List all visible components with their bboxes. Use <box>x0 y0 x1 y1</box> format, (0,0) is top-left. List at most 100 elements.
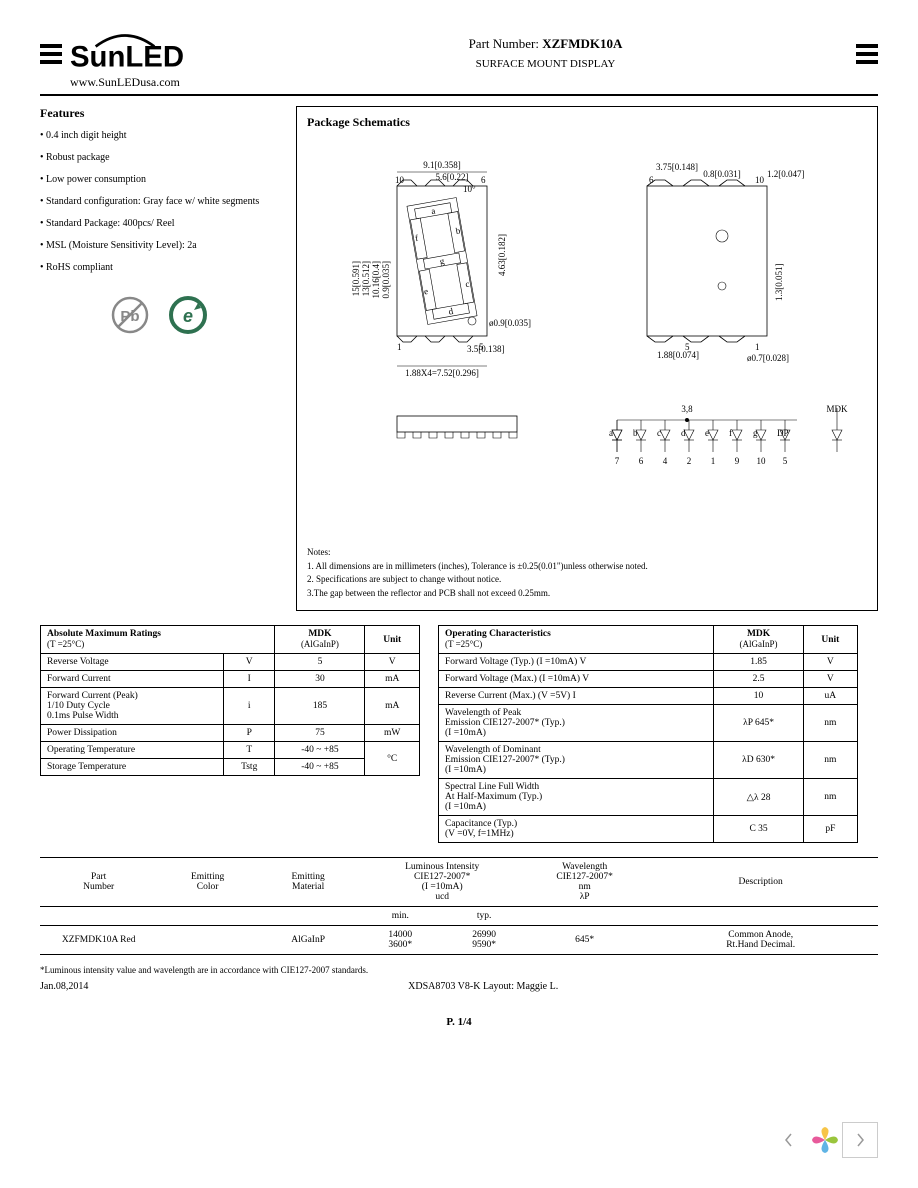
schematic: Package Schematics <box>296 106 878 611</box>
header: SunLED www.SunLEDusa.com Part Number: XZ… <box>40 30 878 96</box>
svg-text:10: 10 <box>757 456 767 466</box>
note-1: 2. Specifications are subject to change … <box>307 573 867 587</box>
feature-6: RoHS compliant <box>46 262 113 273</box>
svg-text:1: 1 <box>755 342 760 352</box>
part-number: XZFMDK10A <box>542 36 622 51</box>
svg-text:1.2[0.047]: 1.2[0.047] <box>767 169 805 179</box>
note-2: 3.The gap between the reflector and PCB … <box>307 587 867 601</box>
svg-text:e: e <box>183 306 193 326</box>
table-row: Forward Current (Peak) 1/10 Duty Cycle 0… <box>41 688 420 725</box>
svg-text:10: 10 <box>755 175 765 185</box>
pb-free-icon: Pb <box>110 295 150 338</box>
table-row: Spectral Line Full Width At Half-Maximum… <box>439 779 858 816</box>
svg-text:d: d <box>681 428 686 438</box>
svg-text:1.88X4=7.52[0.296]: 1.88X4=7.52[0.296] <box>405 368 479 378</box>
top-content: Features • 0.4 inch digit height • Robus… <box>40 106 878 611</box>
svg-text:f: f <box>414 233 419 243</box>
svg-text:6: 6 <box>481 175 486 185</box>
footer: Jan.08,2014 XDSA8703 V8-K Layout: Maggie… <box>40 981 878 992</box>
table-row: Forward CurrentI30mA <box>41 671 420 688</box>
svg-text:g: g <box>753 428 758 438</box>
part-block: Part Number: XZFMDK10A SURFACE MOUNT DIS… <box>469 36 623 70</box>
svg-text:f: f <box>729 428 732 438</box>
feature-1: Robust package <box>46 152 110 163</box>
next-button[interactable] <box>842 1122 878 1158</box>
table-row: Operating TemperatureT-40 ~ +85°C <box>41 742 420 759</box>
svg-text:10.16[0.4]: 10.16[0.4] <box>371 261 381 299</box>
schematic-drawing: a b c d e f g 9.1[0.358] 5.6[0.22] 10° 1… <box>307 136 867 536</box>
table-row: Wavelength of Peak Emission CIE127-2007*… <box>439 705 858 742</box>
svg-text:3.75[0.148]: 3.75[0.148] <box>656 162 698 172</box>
notes-title: Notes: <box>307 546 867 560</box>
svg-text:a: a <box>609 428 613 438</box>
subtitle: SURFACE MOUNT DISPLAY <box>469 58 623 70</box>
svg-text:9.1[0.358]: 9.1[0.358] <box>423 160 461 170</box>
op-char-table: Operating Characteristics(T =25°C) MDK(A… <box>438 625 858 843</box>
svg-text:9: 9 <box>735 456 740 466</box>
logo: SunLED www.SunLEDusa.com <box>70 30 235 90</box>
abs-max-table: Absolute Maximum Ratings(T =25°C) MDK(Al… <box>40 625 420 776</box>
rohs-icon: e <box>168 295 208 338</box>
feature-0: 0.4 inch digit height <box>46 130 127 141</box>
svg-text:1.3[0.051]: 1.3[0.051] <box>774 264 784 302</box>
features-title: Features <box>40 106 278 121</box>
table-row: Reverse Current (Max.) (V =5V) I10uA <box>439 688 858 705</box>
svg-text:2: 2 <box>687 456 692 466</box>
svg-text:10: 10 <box>395 175 405 185</box>
sunled-logo-icon: SunLED <box>70 30 235 74</box>
svg-text:6: 6 <box>649 175 654 185</box>
svg-text:SunLED: SunLED <box>70 41 184 74</box>
feature-3: Standard configuration: Gray face w/ whi… <box>46 196 259 207</box>
table-row: Forward Voltage (Max.) (I =10mA) V2.5V <box>439 671 858 688</box>
feature-2: Low power consumption <box>46 174 146 185</box>
svg-text:3.5[0.138]: 3.5[0.138] <box>467 344 505 354</box>
svg-text:0.9[0.035]: 0.9[0.035] <box>381 261 391 299</box>
table-row: Wavelength of Dominant Emission CIE127-2… <box>439 742 858 779</box>
schematic-notes: Notes: 1. All dimensions are in millimet… <box>307 546 867 600</box>
feature-5: MSL (Moisture Sensitivity Level): 2a <box>46 240 197 251</box>
svg-text:c: c <box>657 428 661 438</box>
svg-text:ø0.9[0.035]: ø0.9[0.035] <box>489 318 531 328</box>
svg-text:b: b <box>633 428 638 438</box>
footer-doc: XDSA8703 V8-K Layout: Maggie L. <box>408 981 558 992</box>
schematic-title: Package Schematics <box>307 115 867 130</box>
footer-date: Jan.08,2014 <box>40 981 88 992</box>
prev-button[interactable] <box>771 1122 807 1158</box>
note-0: 1. All dimensions are in millimeters (in… <box>307 560 867 574</box>
badges: Pb e <box>40 295 278 338</box>
svg-text:5: 5 <box>783 456 788 466</box>
viewer-logo-icon <box>807 1122 843 1158</box>
svg-text:4.63[0.182]: 4.63[0.182] <box>497 234 507 276</box>
svg-text:5.6[0.22]: 5.6[0.22] <box>436 172 469 182</box>
svg-text:e: e <box>705 428 709 438</box>
svg-text:g: g <box>439 256 446 267</box>
svg-text:7: 7 <box>615 456 620 466</box>
svg-text:a: a <box>430 206 436 217</box>
parts-table: Part Number Emitting Color Emitting Mate… <box>40 857 878 955</box>
table-row: XZFMDK10A Red AlGaInP 140003600* 2699095… <box>40 926 878 955</box>
svg-text:1.88[0.074]: 1.88[0.074] <box>657 350 699 360</box>
svg-text:1: 1 <box>397 342 402 352</box>
svg-text:10°: 10° <box>463 184 476 194</box>
part-label: Part Number: <box>469 36 539 51</box>
table-row: Capacitance (Typ.) (V =0V, f=1MHz)C 35pF <box>439 816 858 843</box>
svg-text:4: 4 <box>663 456 668 466</box>
svg-text:3,8: 3,8 <box>681 404 693 414</box>
svg-text:c: c <box>465 279 471 290</box>
tables-row: Absolute Maximum Ratings(T =25°C) MDK(Al… <box>40 625 878 843</box>
features: Features • 0.4 inch digit height • Robus… <box>40 106 278 611</box>
viewer-nav <box>772 1122 878 1158</box>
svg-text:6: 6 <box>639 456 644 466</box>
svg-text:0.8[0.031]: 0.8[0.031] <box>703 169 741 179</box>
menu-icon-left <box>40 44 62 64</box>
svg-text:1: 1 <box>711 456 716 466</box>
svg-text:13[0.512]: 13[0.512] <box>361 261 371 296</box>
logo-url: www.SunLEDusa.com <box>70 75 235 90</box>
footnote: *Luminous intensity value and wavelength… <box>40 965 878 975</box>
svg-text:5: 5 <box>479 342 484 352</box>
svg-text:DP: DP <box>777 428 789 438</box>
svg-text:5: 5 <box>685 342 690 352</box>
svg-text:e: e <box>423 286 429 297</box>
abs-title: Absolute Maximum Ratings <box>47 629 161 639</box>
table-row: Forward Voltage (Typ.) (I =10mA) V1.85V <box>439 654 858 671</box>
